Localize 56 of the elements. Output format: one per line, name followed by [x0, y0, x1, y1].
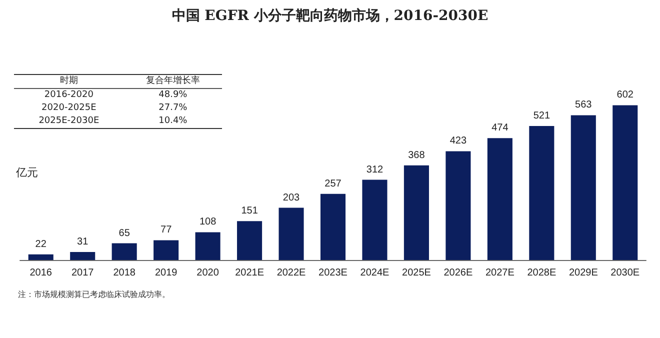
x-tick-label: 2019 — [154, 268, 178, 278]
data-label: 423 — [450, 136, 467, 147]
bar — [446, 151, 471, 260]
bar — [529, 126, 554, 260]
bar — [70, 252, 96, 260]
data-label: 22 — [35, 238, 47, 250]
bar — [195, 232, 220, 260]
annotation: 10.4% — [124, 115, 222, 128]
x-tick-label: 2023E — [318, 268, 348, 278]
x-tick-label: 2021E — [235, 268, 264, 278]
data-label: 521 — [533, 110, 550, 122]
bar — [570, 115, 596, 260]
bar — [404, 165, 429, 260]
bar — [154, 240, 179, 260]
text: 复合年增长率 — [146, 76, 200, 86]
x-tick-label: 2024E — [360, 268, 390, 278]
bar — [320, 194, 346, 260]
data-label: 108 — [199, 216, 217, 228]
data-label: 257 — [324, 178, 342, 190]
data-label: 368 — [408, 150, 426, 161]
data-label: 31 — [77, 236, 89, 248]
bar — [112, 243, 137, 260]
x-tick-label: 2028E — [527, 268, 556, 278]
data-label: 77 — [160, 224, 172, 236]
x-tick-label: 2030E — [610, 268, 640, 278]
x-tick-label: 2026E — [444, 268, 473, 278]
x-tick-label: 2016 — [30, 268, 52, 278]
bar — [237, 221, 262, 260]
bar — [278, 208, 304, 260]
text: 注：市场规模测算已考虑临床试验成功率。 — [18, 289, 170, 300]
text: 2016-2020 — [44, 90, 94, 100]
bar — [362, 180, 388, 260]
data-label: 203 — [282, 192, 300, 204]
text: 时期 — [60, 76, 78, 86]
x-tick-label: 2022E — [276, 268, 306, 278]
annotation: 2020-2025E — [40, 102, 98, 115]
data-label: 151 — [241, 206, 258, 217]
x-tick-label: 2027E — [485, 268, 515, 278]
x-tick-label: 2025E — [402, 268, 432, 278]
data-label: 474 — [492, 122, 509, 134]
data-label: 65 — [118, 228, 130, 239]
annotation: 2025E-2030E — [14, 115, 124, 128]
bar — [28, 254, 54, 260]
annotation: 27.7% — [158, 102, 188, 115]
text: 48.9% — [158, 90, 188, 100]
y-axis-title: 亿元 — [16, 165, 38, 180]
chart-title: 中国 EGFR 小分子靶向药物市场，2016-2030E — [172, 7, 488, 24]
data-label: 563 — [575, 100, 592, 111]
x-tick-label: 2017 — [71, 268, 94, 278]
data-label: 312 — [366, 164, 384, 176]
x-tick-label: 2018 — [113, 268, 136, 278]
bar — [487, 138, 512, 260]
bar — [612, 105, 638, 260]
x-tick-label: 2020 — [196, 268, 220, 278]
x-tick-label: 2029E — [568, 268, 598, 278]
data-label: 602 — [616, 90, 634, 101]
